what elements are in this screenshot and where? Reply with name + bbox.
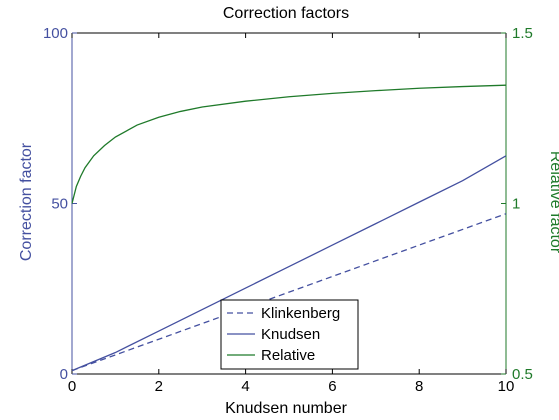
series-line-knudsen — [71, 155, 507, 372]
left-y-tick-label: 100 — [43, 25, 68, 42]
x-tick-label: 10 — [498, 378, 515, 395]
left-y-tick-label: 0 — [60, 366, 68, 383]
right-y-tick-label: 1.5 — [512, 25, 533, 42]
x-tick-label: 8 — [415, 378, 423, 395]
series-line-klinkenberg — [71, 213, 507, 372]
x-tick-label: 0 — [68, 378, 76, 395]
legend-label-knudsen: Knudsen — [261, 326, 320, 343]
right-y-tick-label: 0.5 — [512, 366, 533, 383]
legend-label-klinkenberg: Klinkenberg — [261, 305, 340, 322]
x-tick-label: 4 — [241, 378, 249, 395]
legend-box — [220, 299, 359, 370]
legend: Klinkenberg Knudsen Relative — [220, 299, 359, 370]
left-y-axis-label: Correction factor — [18, 142, 35, 261]
left-y-tick-label: 50 — [51, 196, 68, 213]
x-axis-label: Knudsen number — [225, 400, 348, 417]
x-tick-label: 6 — [328, 378, 336, 395]
chart-title: Correction factors — [223, 5, 349, 22]
right-y-tick-label: 1 — [512, 196, 520, 213]
series-layer — [71, 84, 507, 372]
x-tick-label: 2 — [155, 378, 163, 395]
legend-label-relative: Relative — [261, 347, 315, 364]
series-line-relative — [71, 84, 507, 204]
right-y-axis-label: Relative factor — [547, 151, 559, 254]
